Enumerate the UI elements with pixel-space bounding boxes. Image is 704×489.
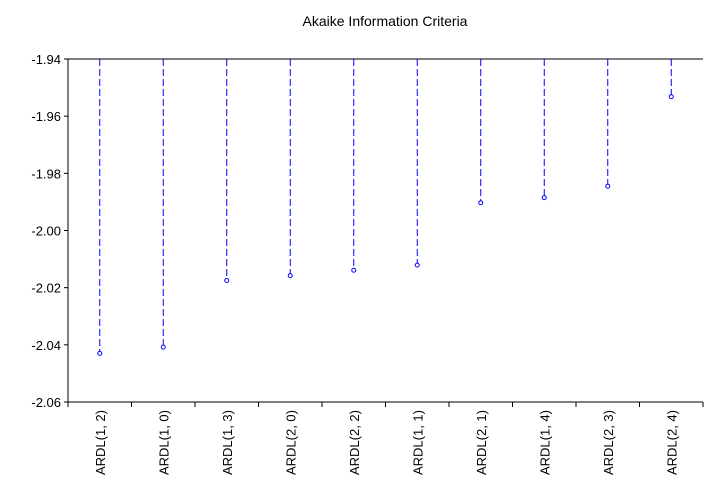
- x-tick-label: ARDL(1, 1): [410, 410, 425, 475]
- data-point: [478, 200, 484, 206]
- x-tick-label: ARDL(1, 4): [537, 410, 552, 475]
- x-tick-label: ARDL(2, 0): [283, 410, 298, 475]
- data-point: [605, 183, 611, 189]
- y-tick-label: -2.02: [31, 281, 61, 296]
- data-point: [414, 262, 420, 268]
- data-point: [351, 267, 357, 273]
- x-tick-label: ARDL(1, 3): [220, 410, 235, 475]
- y-tick-label: -1.96: [31, 109, 61, 124]
- x-axis: ARDL(1, 2) ARDL(1, 0) ARDL(1, 3) ARDL(2, 0)…: [67, 402, 704, 475]
- y-tick-label: -2.06: [31, 395, 61, 410]
- x-tick-label: ARDL(1, 2): [93, 410, 108, 475]
- y-tick-label: -1.94: [31, 52, 61, 67]
- chart-title: Akaike Information Criteria: [303, 13, 468, 29]
- data-point: [160, 344, 166, 350]
- data-point: [97, 350, 103, 356]
- data-point: [541, 195, 547, 201]
- x-tick-label: ARDL(1, 0): [156, 410, 171, 475]
- x-tick-label: ARDL(2, 2): [347, 410, 362, 475]
- data-point: [668, 94, 674, 100]
- y-axis: -1.94 -1.96 -1.98 -2.00 -2.02 -2.04 -2.06: [31, 52, 68, 410]
- data-point: [287, 273, 293, 279]
- x-tick-label: ARDL(2, 1): [474, 410, 489, 475]
- y-tick-label: -2.04: [31, 338, 61, 353]
- y-tick-label: -2.00: [31, 224, 61, 239]
- aic-series: [97, 59, 674, 356]
- data-point: [224, 278, 230, 284]
- x-tick-label: ARDL(2, 3): [601, 410, 616, 475]
- x-tick-label: ARDL(2, 4): [664, 410, 679, 475]
- y-tick-label: -1.98: [31, 166, 61, 181]
